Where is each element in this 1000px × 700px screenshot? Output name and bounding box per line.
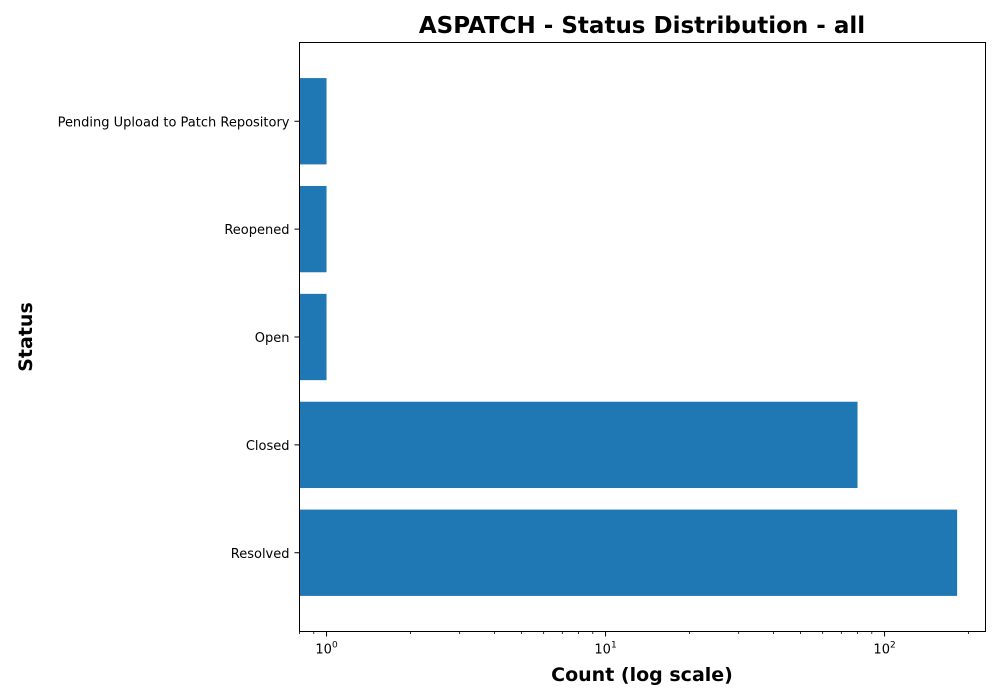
y-ticks-layer: Resolved Closed Open Reopened Pending Upload… xyxy=(58,115,300,562)
y-tick-label: Pending Upload to Patch Repository xyxy=(58,115,290,130)
bar-resolved xyxy=(299,509,958,596)
bars-layer xyxy=(299,78,958,596)
y-tick-label: Resolved xyxy=(231,547,290,562)
y-tick-label: Closed xyxy=(246,439,290,454)
y-tick-label: Reopened xyxy=(224,223,289,238)
bar-reopened xyxy=(299,185,327,273)
x-axis-label: Count (log scale) xyxy=(551,664,733,686)
bar-closed xyxy=(299,401,858,489)
x-tick-label: 102 xyxy=(873,641,895,658)
x-tick-label: 100 xyxy=(315,641,338,658)
chart-title: ASPATCH - Status Distribution - all xyxy=(419,13,865,39)
bar-open xyxy=(299,293,327,381)
bar-pending-upload-to-patch-repository xyxy=(299,78,327,165)
x-ticks-layer: 100 101 102 xyxy=(299,631,969,658)
y-tick-label: Open xyxy=(255,331,290,346)
y-axis-label: Status xyxy=(15,302,37,372)
x-tick-label: 101 xyxy=(594,641,616,658)
